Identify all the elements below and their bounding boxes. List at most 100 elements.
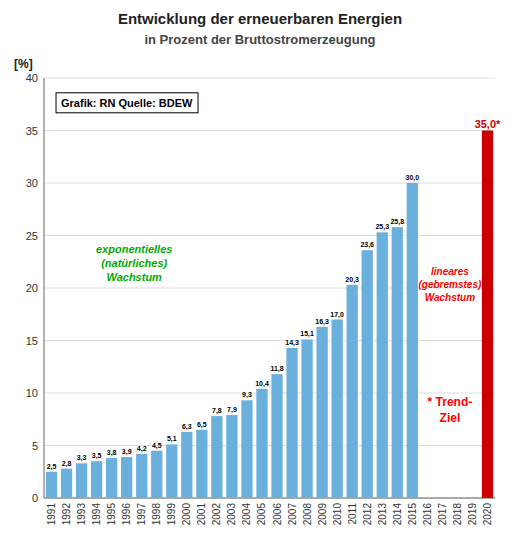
bar	[407, 183, 418, 498]
text-line: (gebremstes)	[418, 279, 481, 290]
data-label: 5,1	[167, 435, 177, 443]
bar	[377, 232, 388, 498]
title: Entwicklung der erneuerbaren Energien	[118, 10, 402, 27]
bar	[271, 374, 282, 498]
x-tick-label: 2010	[332, 503, 343, 526]
bar	[181, 432, 192, 498]
data-label: 3,8	[107, 449, 117, 457]
x-tick-label: 1994	[91, 503, 102, 526]
data-label: 2,8	[62, 460, 72, 468]
data-label: 4,5	[152, 442, 162, 450]
x-tick-label: 2002	[211, 503, 222, 526]
x-tick-label: 2019	[467, 503, 478, 526]
text-line: Wachstum	[106, 271, 162, 283]
data-label: 6,3	[182, 423, 192, 431]
text-line: Grafik: RN Quelle: BDEW	[61, 97, 193, 109]
x-tick-label: 1993	[76, 503, 87, 526]
data-label: 3,3	[77, 454, 87, 462]
y-tick-label: 40	[26, 72, 38, 84]
data-label: 4,2	[137, 445, 147, 453]
x-tick-label: 2006	[272, 503, 283, 526]
bar	[226, 415, 237, 498]
grid-line	[44, 183, 495, 184]
bar	[241, 400, 252, 498]
x-tick-label: 2020	[482, 503, 493, 526]
y-tick-label: 25	[26, 230, 38, 242]
x-tick-label: 2014	[392, 503, 403, 526]
text-line: Wachstum	[425, 292, 475, 303]
bar	[362, 250, 373, 498]
bar	[286, 348, 297, 498]
x-tick-label: 2001	[196, 503, 207, 526]
bar	[332, 320, 343, 499]
text-line: lineares	[431, 266, 469, 277]
bar	[256, 389, 267, 498]
annotation: * Trend-Ziel	[428, 395, 473, 425]
x-tick-label: 2012	[362, 503, 373, 526]
bar	[211, 416, 222, 498]
annotation: lineares (gebremstes) Wachstum	[418, 266, 481, 303]
annotation: exponentielles (natürliches) Wachstum	[96, 243, 172, 284]
annotation-box	[56, 93, 198, 113]
chart: Entwicklung der erneuerbaren Energienin …	[0, 0, 520, 540]
text-line: * Trend-	[428, 395, 473, 409]
bar	[136, 454, 147, 498]
bar	[121, 457, 132, 498]
x-tick-label: 1992	[61, 503, 72, 526]
data-label: 30,0	[406, 174, 420, 182]
grid-line	[44, 78, 495, 79]
bar	[61, 469, 72, 498]
x-tick-label: 1995	[106, 503, 117, 526]
data-label: 2,5	[47, 463, 57, 471]
bar	[301, 339, 312, 498]
x-tick-label: 2004	[241, 503, 252, 526]
data-label: 35,0*	[475, 118, 501, 130]
bar	[392, 227, 403, 498]
bar	[196, 430, 207, 498]
y-tick-label: 20	[26, 282, 38, 294]
x-tick-label: 1999	[166, 503, 177, 526]
x-tick-label: 2017	[437, 503, 448, 526]
x-tick-label: 2016	[422, 503, 433, 526]
bar	[316, 327, 327, 498]
x-tick-label: 1997	[136, 503, 147, 526]
data-label: 15,1	[300, 330, 314, 338]
x-tick-label: 2015	[407, 503, 418, 526]
x-tick-label: 2011	[347, 503, 358, 525]
text-line: exponentielles	[96, 243, 172, 255]
grid-line	[44, 340, 495, 341]
data-label: 11,8	[270, 365, 283, 373]
x-tick-label: 1991	[46, 503, 57, 526]
text-line: (natürliches)	[101, 257, 167, 269]
bar	[482, 131, 493, 499]
y-tick-label: 0	[32, 492, 38, 504]
x-tick-label: 2018	[452, 503, 463, 526]
data-label: 25,8	[390, 218, 404, 226]
bar	[347, 285, 358, 498]
annotation: Grafik: RN Quelle: BDEW	[61, 97, 193, 109]
data-label: 25,3	[375, 223, 389, 231]
y-tick-label: 35	[26, 125, 38, 137]
y-axis-label: [%]	[14, 57, 33, 71]
background	[0, 0, 520, 540]
data-label: 3,5	[92, 452, 102, 460]
x-tick-label: 2013	[377, 503, 388, 526]
x-tick-label: 2003	[226, 503, 237, 526]
data-label: 6,5	[197, 421, 207, 429]
bars	[46, 131, 493, 499]
data-label: 20,3	[345, 276, 359, 284]
y-axis	[44, 78, 45, 498]
x-tick-label: 2008	[302, 503, 313, 526]
data-label: 10,4	[255, 380, 269, 388]
data-label: 7,9	[227, 406, 237, 414]
bar	[106, 458, 117, 498]
data-label: 3,9	[122, 448, 132, 456]
data-label: 9,3	[242, 391, 252, 399]
bar	[76, 463, 87, 498]
bar	[151, 451, 162, 498]
x-tick-label: 2007	[287, 503, 298, 526]
x-tick-label: 1998	[151, 503, 162, 526]
x-tick-label: 2009	[317, 503, 328, 526]
grid-line	[44, 130, 495, 131]
data-label: 23,6	[360, 241, 374, 249]
